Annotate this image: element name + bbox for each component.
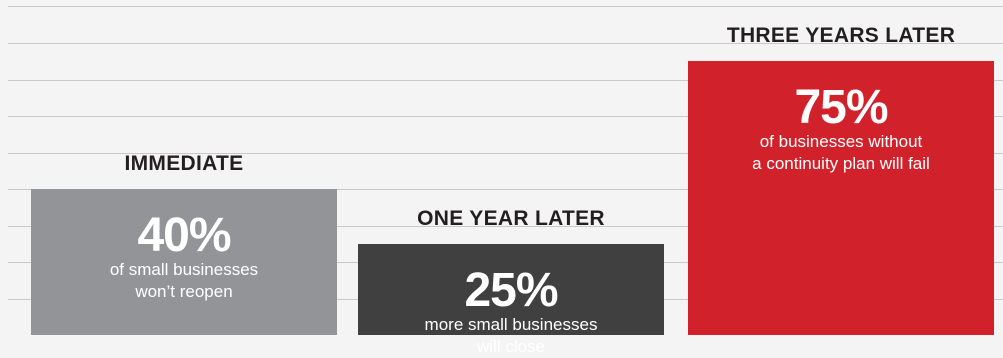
- gridline: [8, 226, 1003, 227]
- caption-line: of small businesses: [109, 259, 259, 279]
- gridline: [8, 153, 1003, 154]
- bar-value-immediate: 40%: [137, 208, 231, 262]
- bar-heading-one-year-later: ONE YEAR LATER: [417, 206, 605, 230]
- bar-value-one-year-later: 25%: [464, 263, 558, 317]
- bar-heading-three-years-later: THREE YEARS LATER: [726, 24, 956, 47]
- gridline: [8, 80, 1003, 81]
- caption-line: more small businesses: [424, 314, 598, 334]
- gridline: [8, 6, 1003, 7]
- chart: IMMEDIATE 40% of small businesses won’t …: [8, 6, 1003, 356]
- caption-line: a continuity plan will fail: [752, 154, 930, 173]
- gridline: [8, 116, 1003, 117]
- bar-heading-immediate: IMMEDIATE: [124, 151, 244, 175]
- caption-line: will close: [476, 336, 546, 356]
- caption-line: of businesses without: [759, 132, 923, 151]
- bar-one-year-later: [358, 243, 664, 335]
- caption-line: won’t reopen: [135, 281, 233, 301]
- gridline: [8, 189, 1003, 190]
- bar-three-years-later: [688, 61, 994, 335]
- bar-caption-immediate: of small businesses won’t reopen: [31, 259, 337, 303]
- bar-caption-one-year-later: more small businesses will close: [358, 314, 664, 358]
- bar-value-three-years-later: 75%: [794, 81, 888, 134]
- bar-caption-three-years-later: of businesses without a continuity plan …: [688, 131, 994, 175]
- bar-immediate: [31, 188, 337, 335]
- gridline: [8, 43, 1003, 44]
